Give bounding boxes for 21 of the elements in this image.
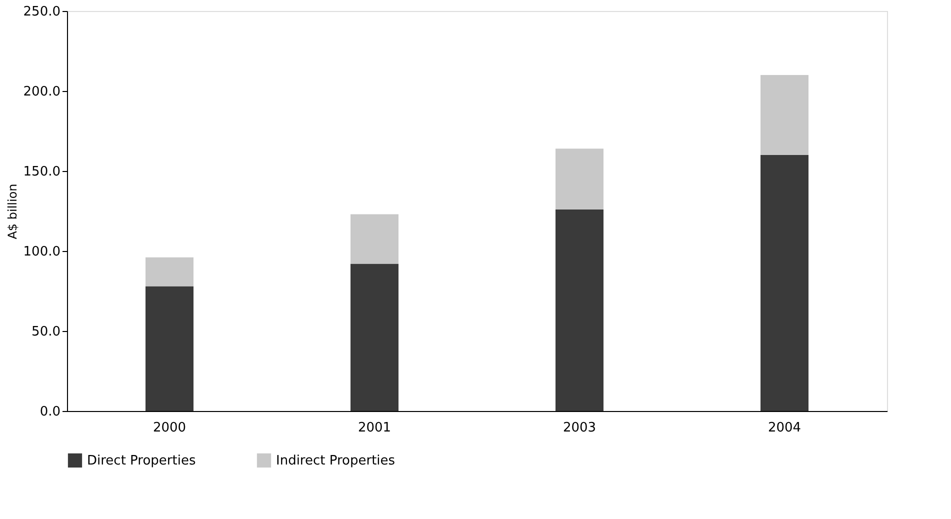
bar bbox=[556, 209, 604, 411]
x-tick-label: 2000 bbox=[152, 420, 186, 436]
y-tick-label: 150.0 bbox=[23, 164, 60, 180]
legend-label: Direct Properties bbox=[87, 453, 196, 468]
y-tick-label: 250.0 bbox=[23, 4, 60, 20]
y-tick-label: 50.0 bbox=[32, 324, 60, 340]
legend-label: Indirect Properties bbox=[276, 453, 396, 468]
y-tick-label: 0.0 bbox=[40, 404, 60, 420]
x-tick-label: 2003 bbox=[562, 420, 596, 436]
x-tick-label: 2001 bbox=[358, 420, 392, 436]
bar bbox=[350, 264, 398, 411]
bar bbox=[760, 75, 808, 155]
y-tick-label: 100.0 bbox=[23, 244, 60, 260]
y-axis-title: A$ billion bbox=[5, 184, 20, 240]
y-tick-label: 200.0 bbox=[23, 84, 60, 100]
bar bbox=[556, 148, 604, 210]
bar bbox=[760, 155, 808, 411]
bar bbox=[350, 214, 398, 264]
bar bbox=[146, 286, 194, 411]
bar bbox=[146, 257, 194, 286]
x-tick-label: 2004 bbox=[768, 420, 802, 436]
